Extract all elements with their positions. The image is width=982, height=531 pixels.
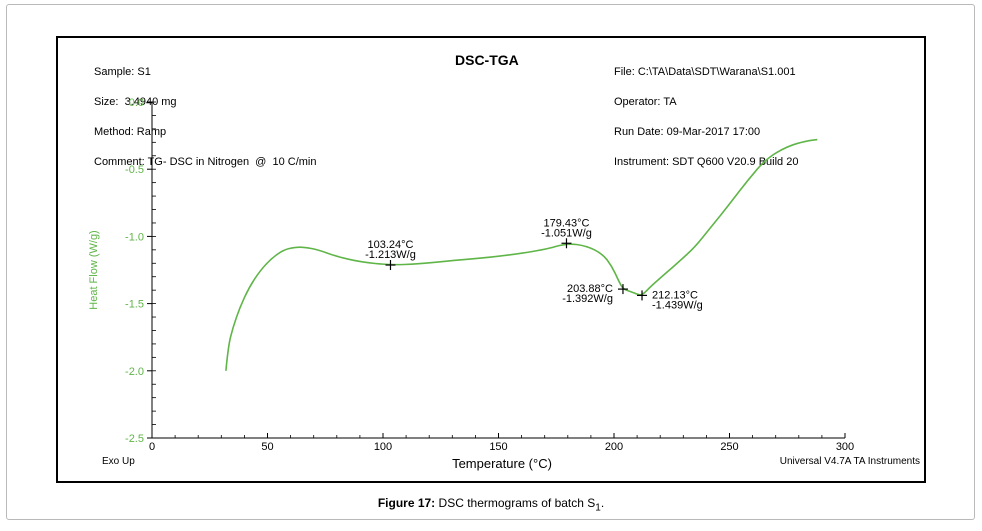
file-path: File: C:\TA\Data\SDT\Warana\S1.001 bbox=[614, 66, 796, 78]
annotation-temperature: 212.13°C bbox=[652, 289, 698, 301]
y-tick-label: -2.5 bbox=[125, 433, 144, 445]
y-tick-label: 0.0 bbox=[129, 97, 144, 109]
exo-up-note: Exo Up bbox=[102, 456, 135, 467]
chart-border bbox=[56, 36, 926, 483]
annotation-temperature: 203.88°C bbox=[567, 283, 613, 295]
x-tick-label: 200 bbox=[605, 441, 623, 453]
file-info: File: C:\TA\Data\SDT\Warana\S1.001 Opera… bbox=[614, 47, 798, 177]
x-tick-label: 250 bbox=[720, 441, 738, 453]
annotation-heatflow: -1.051W/g bbox=[541, 227, 592, 239]
x-tick-label: 300 bbox=[836, 441, 854, 453]
annotation-temperature: 103.24°C bbox=[367, 239, 413, 251]
software-note: Universal V4.7A TA Instruments bbox=[780, 456, 920, 467]
instrument: Instrument: SDT Q600 V20.9 Build 20 bbox=[614, 156, 799, 168]
y-tick-label: -0.5 bbox=[125, 164, 144, 176]
sample-method: Method: Ramp bbox=[94, 126, 167, 138]
heat-flow-curve bbox=[225, 138, 818, 371]
operator: Operator: TA bbox=[614, 96, 677, 108]
x-tick-label: 0 bbox=[149, 441, 155, 453]
x-tick-label: 150 bbox=[489, 441, 507, 453]
sample-comment: Comment: TG- DSC in Nitrogen @ 10 C/min bbox=[94, 156, 317, 168]
chart-title: DSC-TGA bbox=[455, 52, 519, 68]
x-tick-label: 100 bbox=[374, 441, 392, 453]
y-tick-label: -1.0 bbox=[125, 231, 144, 243]
run-date: Run Date: 09-Mar-2017 17:00 bbox=[614, 126, 761, 138]
x-tick-label: 50 bbox=[261, 441, 273, 453]
y-axis-label: Heat Flow (W/g) bbox=[88, 230, 100, 309]
annotation-temperature: 179.43°C bbox=[543, 217, 589, 229]
x-axis-label: Temperature (°C) bbox=[452, 456, 552, 471]
sample-info: Sample: S1 Size: 3.4940 mg Method: Ramp … bbox=[94, 47, 316, 177]
figure-caption: Figure 17: DSC thermograms of batch S1. bbox=[0, 496, 982, 513]
caption-subscript: 1 bbox=[595, 502, 601, 514]
y-tick-label: -1.5 bbox=[125, 299, 144, 311]
sample-name: Sample: S1 bbox=[94, 66, 151, 78]
figure-frame bbox=[6, 4, 975, 520]
annotation-heatflow: -1.213W/g bbox=[365, 249, 416, 261]
caption-suffix: . bbox=[600, 496, 605, 510]
caption-label: Figure 17: bbox=[377, 496, 436, 510]
annotation-heatflow: -1.439W/g bbox=[652, 299, 703, 311]
y-tick-label: -2.0 bbox=[125, 366, 144, 378]
annotation-heatflow: -1.392W/g bbox=[562, 293, 613, 305]
caption-text: DSC thermograms of batch S bbox=[438, 496, 596, 510]
sample-size: Size: 3.4940 mg bbox=[94, 96, 177, 108]
